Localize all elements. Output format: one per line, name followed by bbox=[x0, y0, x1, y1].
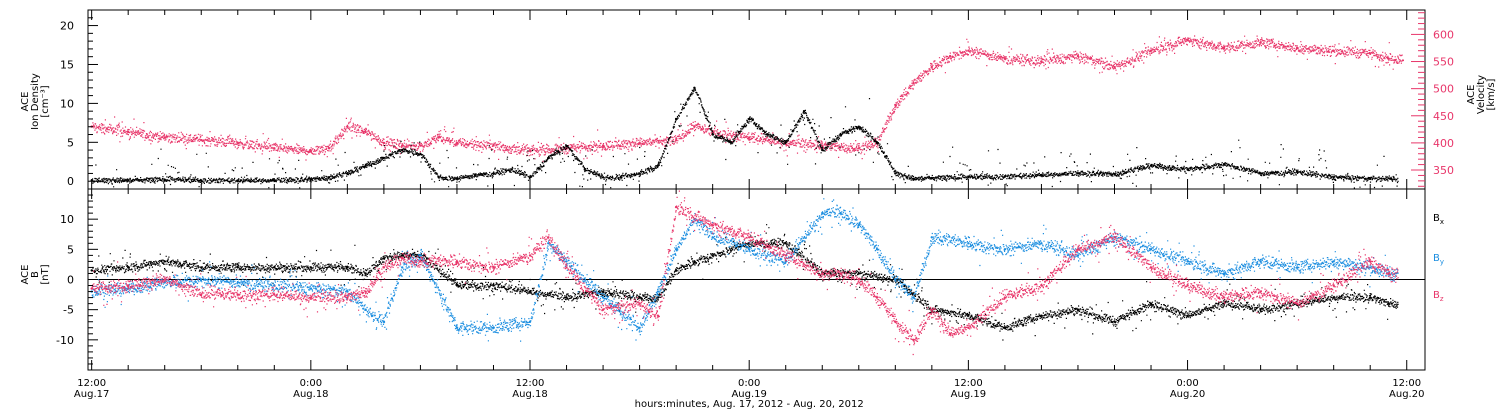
axis-label-line: B bbox=[30, 271, 41, 278]
velocity-point bbox=[967, 49, 970, 52]
top-panel-frame bbox=[87, 9, 1426, 190]
velocity-series bbox=[90, 35, 1404, 162]
bottom-panel-data bbox=[90, 190, 1399, 356]
legend-entry-by: By bbox=[1433, 253, 1444, 266]
bz-series bbox=[90, 190, 1399, 356]
x-tick-date-label: Aug.20 bbox=[1389, 389, 1424, 400]
velocity-dots bbox=[91, 35, 1404, 162]
x-tick-time-label: 0:00 bbox=[1176, 378, 1198, 389]
density-series bbox=[90, 86, 1399, 189]
x-tick-date-label: Aug.17 bbox=[74, 389, 109, 400]
bz-point bbox=[1113, 236, 1116, 239]
velocity-axis: 350 400 450 500 550 600 bbox=[1411, 12, 1454, 187]
top-panel-data bbox=[90, 35, 1404, 189]
bz-point bbox=[565, 266, 568, 269]
bz-dots bbox=[91, 190, 1399, 356]
legend-entry-bx: Bx bbox=[1433, 213, 1444, 226]
x-tick-time-label: 12:00 bbox=[516, 378, 545, 389]
by-point bbox=[674, 248, 678, 251]
x-tick-time-label: 12:00 bbox=[1392, 378, 1421, 389]
bz-point bbox=[127, 284, 130, 287]
y-tick-label: 10 bbox=[60, 97, 74, 110]
axis-label-line: ACE bbox=[20, 92, 31, 112]
velocity-axis-label: ACE Velocity [km/s] bbox=[1466, 75, 1497, 114]
velocity-tick-label: 400 bbox=[1433, 137, 1454, 150]
by-series bbox=[90, 198, 1399, 342]
density-dots bbox=[91, 87, 1399, 189]
axis-label-line: [km/s] bbox=[1486, 78, 1497, 110]
axis-label-line: Ion Density bbox=[30, 73, 41, 130]
x-tick-time-label: 12:00 bbox=[77, 378, 106, 389]
legend-entry-bz: Bz bbox=[1433, 290, 1444, 303]
b-field-axis-label: ACE B [nT] bbox=[20, 264, 51, 284]
by-point bbox=[656, 290, 660, 293]
x-tick-date-label: Aug.18 bbox=[512, 389, 547, 400]
velocity-point bbox=[912, 82, 915, 85]
axis-label-line: ACE bbox=[20, 265, 31, 285]
velocity-tick-label: 450 bbox=[1433, 110, 1454, 123]
velocity-tick-label: 350 bbox=[1433, 164, 1454, 177]
x-tick-date-label: Aug.20 bbox=[1170, 389, 1205, 400]
y-tick-label: 20 bbox=[60, 20, 74, 33]
by-point bbox=[967, 242, 970, 245]
y-tick-label: 0 bbox=[67, 175, 74, 188]
axis-label-line: ACE bbox=[1466, 85, 1477, 105]
b-field-axis: -10 -5 0 5 10 bbox=[56, 188, 98, 371]
by-point bbox=[565, 260, 568, 263]
by-point bbox=[401, 266, 404, 269]
y-tick-label: -5 bbox=[63, 304, 74, 317]
by-dots bbox=[91, 198, 1399, 342]
y-tick-label: 5 bbox=[67, 243, 74, 256]
x-tick-time-label: 0:00 bbox=[300, 378, 322, 389]
axis-label-line: [cm⁻³] bbox=[40, 85, 51, 117]
time-axis: 12:00Aug.170:00Aug.1812:00Aug.180:00Aug.… bbox=[74, 10, 1424, 400]
magnetic-field-panel: -10 -5 0 5 10 ACE B [nT] Bx By Bz bbox=[20, 188, 1444, 371]
by-point bbox=[1259, 260, 1262, 263]
y-tick-label: 15 bbox=[60, 58, 74, 71]
x-tick-time-label: 12:00 bbox=[954, 378, 983, 389]
bz-point bbox=[930, 308, 933, 311]
density-axis: 0 5 10 15 20 bbox=[60, 9, 98, 190]
x-tick-date-label: Aug.19 bbox=[731, 389, 766, 400]
y-tick-label: 10 bbox=[60, 213, 74, 226]
velocity-tick-label: 500 bbox=[1433, 83, 1454, 96]
y-tick-label: -10 bbox=[56, 334, 74, 347]
bz-point bbox=[364, 290, 367, 293]
b-field-legend: Bx By Bz bbox=[1433, 213, 1444, 303]
x-tick-time-label: 0:00 bbox=[738, 378, 760, 389]
bx-series bbox=[90, 224, 1399, 341]
axis-label-line: [nT] bbox=[40, 264, 51, 284]
velocity-tick-label: 600 bbox=[1433, 28, 1454, 41]
axis-label-line: Velocity bbox=[1476, 75, 1487, 114]
velocity-tick-label: 550 bbox=[1433, 56, 1454, 69]
time-axis-title: hours:minutes, Aug. 17, 2012 - Aug. 20, … bbox=[635, 399, 864, 410]
bz-point bbox=[90, 287, 93, 290]
density-axis-label: ACE Ion Density [cm⁻³] bbox=[20, 73, 51, 130]
y-tick-label: 5 bbox=[67, 136, 74, 149]
velocity-point bbox=[674, 139, 678, 142]
y-tick-label: 0 bbox=[67, 274, 74, 287]
x-tick-date-label: Aug.19 bbox=[951, 389, 986, 400]
x-tick-date-label: Aug.18 bbox=[293, 389, 328, 400]
bx-dots bbox=[91, 224, 1399, 341]
